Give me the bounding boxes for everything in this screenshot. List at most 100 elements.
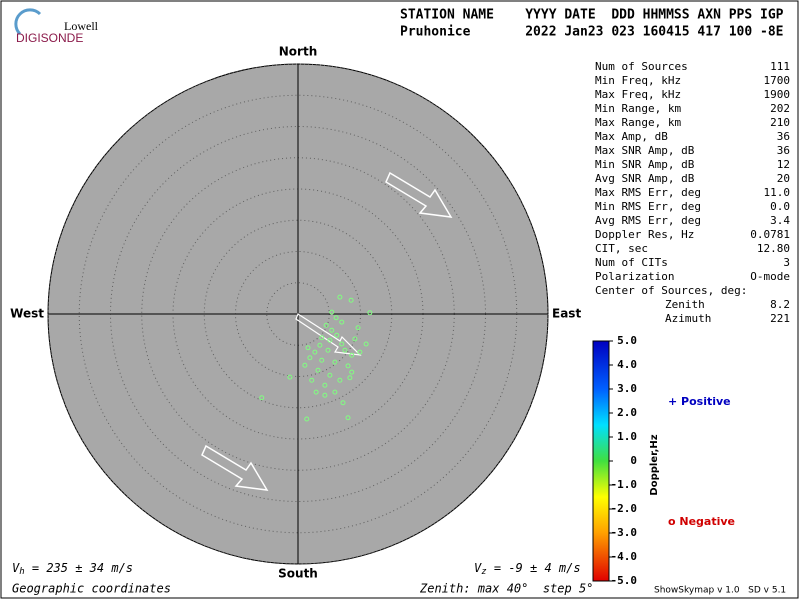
colorbar-tick-label: -5.0 [611,574,638,587]
source-point [349,369,355,375]
source-point [352,336,358,342]
colorbar [592,340,610,582]
east-label: East [552,307,581,321]
source-point [340,400,346,406]
colorbar-tick-label: -2.0 [611,502,638,515]
stat-label: Min SNR Amp, dB [595,158,695,171]
stat-label: Azimuth [665,312,711,325]
source-point [342,347,348,353]
source-point [329,309,335,315]
source-point [307,355,313,361]
source-point [327,337,333,343]
velocity-arrow [295,313,362,356]
source-point [329,327,335,333]
stat-label: Max SNR Amp, dB [595,144,695,157]
source-point [367,310,373,316]
logo-arc [14,8,42,36]
zenith-label: Zenith: max 40° step 5° [419,582,593,596]
logo-top: Lowell [64,19,99,33]
colorbar-tick-label: 5.0 [617,334,637,347]
stat-value: 20 [777,172,790,185]
source-point [317,342,323,348]
colorbar-tick-label: -3.0 [611,526,638,539]
source-point [348,297,354,303]
source-point [287,374,293,380]
stat-label: Max Amp, dB [595,130,668,143]
source-point [322,382,328,388]
stat-label: Avg SNR Amp, dB [595,172,695,185]
vh-label: Vh = 235 ± 34 m/s [12,561,133,577]
source-point [259,395,265,401]
stat-label: Min Range, km [595,102,681,115]
source-point [319,335,325,341]
colorbar-tick-label: -4.0 [611,550,638,563]
source-point [319,357,325,363]
coords-label: Geographic coordinates [12,582,171,596]
source-point [313,389,319,395]
stat-value: 111 [770,60,790,73]
source-point [332,389,338,395]
arrow [201,444,269,491]
stat-value: 221 [770,312,790,325]
stat-value: 1700 [764,74,791,87]
stat-value: 36 [777,144,790,157]
colorbar-tick-label: 1.0 [617,430,637,443]
legend-negative: o Negative [668,515,735,528]
source-point [323,322,329,328]
logo-bottom: DIGISONDE [16,31,83,45]
stat-value: 12.80 [757,242,790,255]
source-point [337,294,343,300]
stat-label: Doppler Res, Hz [595,228,694,241]
source-point [345,363,351,369]
stat-label: Num of CITs [595,256,668,269]
source-point [337,377,343,383]
stat-label: Polarization [595,270,674,283]
stat-value: 3.4 [770,214,790,227]
legend-positive: + Positive [668,395,731,408]
source-point [332,359,338,365]
stat-label: CIT, sec [595,242,648,255]
stat-value: 3 [783,256,790,269]
version: ShowSkymap v 1.0 SD v 5.1 [654,586,786,596]
stat-label: Min RMS Err, deg [595,200,701,213]
source-point [302,362,308,368]
colorbar-tick-label: 3.0 [617,382,637,395]
source-point [339,319,345,325]
source-point [304,416,310,422]
colorbar-tick-label: 2.0 [617,406,637,419]
south-label: South [278,567,318,581]
stat-value: 11.0 [764,186,791,199]
header-labels: STATION NAME YYYY DATE DDD HHMMSS AXN PP… [400,8,784,23]
stat-value: 0.0781 [750,228,790,241]
source-point [333,315,339,321]
stat-heading: Center of Sources, deg: [595,284,747,297]
colorbar-tick-label: 4.0 [617,358,637,371]
stat-value: 36 [777,130,790,143]
stat-value: 1900 [764,88,791,101]
north-label: North [279,45,317,59]
source-point [334,332,340,338]
source-point [355,325,361,331]
stat-label: Max Freq, kHz [595,88,681,101]
source-point [315,367,321,373]
colorbar-label: Doppler,Hz [649,434,660,495]
source-point [327,372,333,378]
source-point [339,341,345,347]
source-point [357,349,363,355]
stat-label: Num of Sources [595,60,688,73]
colorbar-tick-label: 0 [630,454,637,467]
source-point [325,347,331,353]
stat-value: 210 [770,116,790,129]
colorbar-tick-label: -1.0 [611,478,638,491]
source-point [347,375,353,381]
west-label: West [10,307,44,321]
source-point [312,349,318,355]
vz-label: Vz = -9 ± 4 m/s [474,561,581,577]
stat-label: Min Freq, kHz [595,74,681,87]
stat-value: 12 [777,158,790,171]
arrow [385,171,453,218]
stat-value: O-mode [750,270,790,283]
header-values: Pruhonice 2022 Jan23 023 160415 417 100 … [400,25,784,40]
